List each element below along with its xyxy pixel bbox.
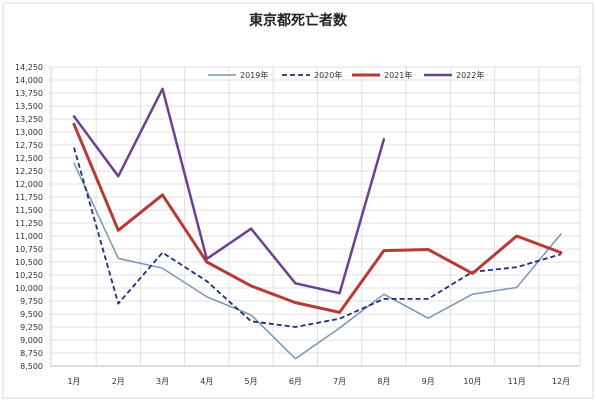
gridlines bbox=[49, 66, 581, 367]
x-tick-label: 7月 bbox=[333, 377, 346, 386]
x-tick-label: 10月 bbox=[463, 377, 481, 386]
y-tick-label: 12,000 bbox=[15, 180, 43, 189]
y-tick-label: 11,250 bbox=[15, 219, 43, 228]
y-tick-label: 13,000 bbox=[15, 128, 43, 137]
x-tick-label: 3月 bbox=[156, 377, 169, 386]
y-tick-label: 12,250 bbox=[15, 167, 43, 176]
y-tick-label: 10,500 bbox=[15, 258, 43, 267]
x-tick-label: 8月 bbox=[377, 377, 390, 386]
y-tick-label: 12,750 bbox=[15, 141, 43, 150]
y-tick-label: 11,750 bbox=[15, 193, 43, 202]
x-tick-label: 5月 bbox=[245, 377, 258, 386]
y-tick-label: 14,250 bbox=[15, 63, 43, 72]
series-line-1 bbox=[73, 162, 562, 360]
x-tick-label: 4月 bbox=[200, 377, 213, 386]
y-tick-label: 11,500 bbox=[15, 206, 43, 215]
series-line-4 bbox=[72, 87, 386, 295]
legend-label: 2019年 bbox=[240, 70, 268, 80]
x-tick-label: 2月 bbox=[112, 377, 125, 386]
y-tick-label: 9,500 bbox=[20, 310, 43, 319]
y-axis-ticks: 8,500 8,750 9,000 9,250 9,500 9,750 10,000 10,2… bbox=[15, 63, 43, 371]
y-tick-label: 13,750 bbox=[15, 89, 43, 98]
y-tick-label: 10,750 bbox=[15, 245, 43, 254]
x-tick-label: 12月 bbox=[552, 377, 570, 386]
y-tick-label: 9,000 bbox=[20, 336, 43, 345]
y-tick-label: 9,750 bbox=[20, 297, 43, 306]
legend-label: 2022年 bbox=[456, 70, 484, 80]
x-tick-label: 1月 bbox=[67, 377, 80, 386]
legend-label: 2020年 bbox=[314, 70, 342, 80]
y-tick-label: 10,000 bbox=[15, 284, 43, 293]
y-tick-label: 11,000 bbox=[15, 232, 43, 241]
x-tick-label: 9月 bbox=[422, 377, 435, 386]
y-tick-label: 12,500 bbox=[15, 154, 43, 163]
chart-title: 東京都死亡者数 bbox=[249, 13, 347, 29]
y-tick-label: 13,250 bbox=[15, 115, 43, 124]
x-tick-label: 11月 bbox=[508, 377, 526, 386]
y-tick-label: 10,250 bbox=[15, 271, 43, 280]
x-tick-label: 6月 bbox=[289, 377, 302, 386]
y-tick-label: 9,250 bbox=[20, 323, 43, 332]
legend: 2019年 2020年 2021年 2022年 bbox=[208, 70, 484, 80]
y-tick-label: 13,500 bbox=[15, 102, 43, 111]
series-group bbox=[72, 87, 563, 360]
legend-label: 2021年 bbox=[384, 70, 412, 80]
series-line-2 bbox=[73, 147, 562, 328]
series-line-3 bbox=[72, 122, 563, 314]
y-tick-label: 14,000 bbox=[15, 76, 43, 85]
y-tick-label: 8,500 bbox=[20, 362, 43, 371]
x-axis-ticks: 1月 2月 3月 4月 5月 6月 7月 8月 9月 10月 11月 12月 bbox=[67, 377, 570, 386]
y-tick-label: 8,750 bbox=[20, 349, 43, 358]
